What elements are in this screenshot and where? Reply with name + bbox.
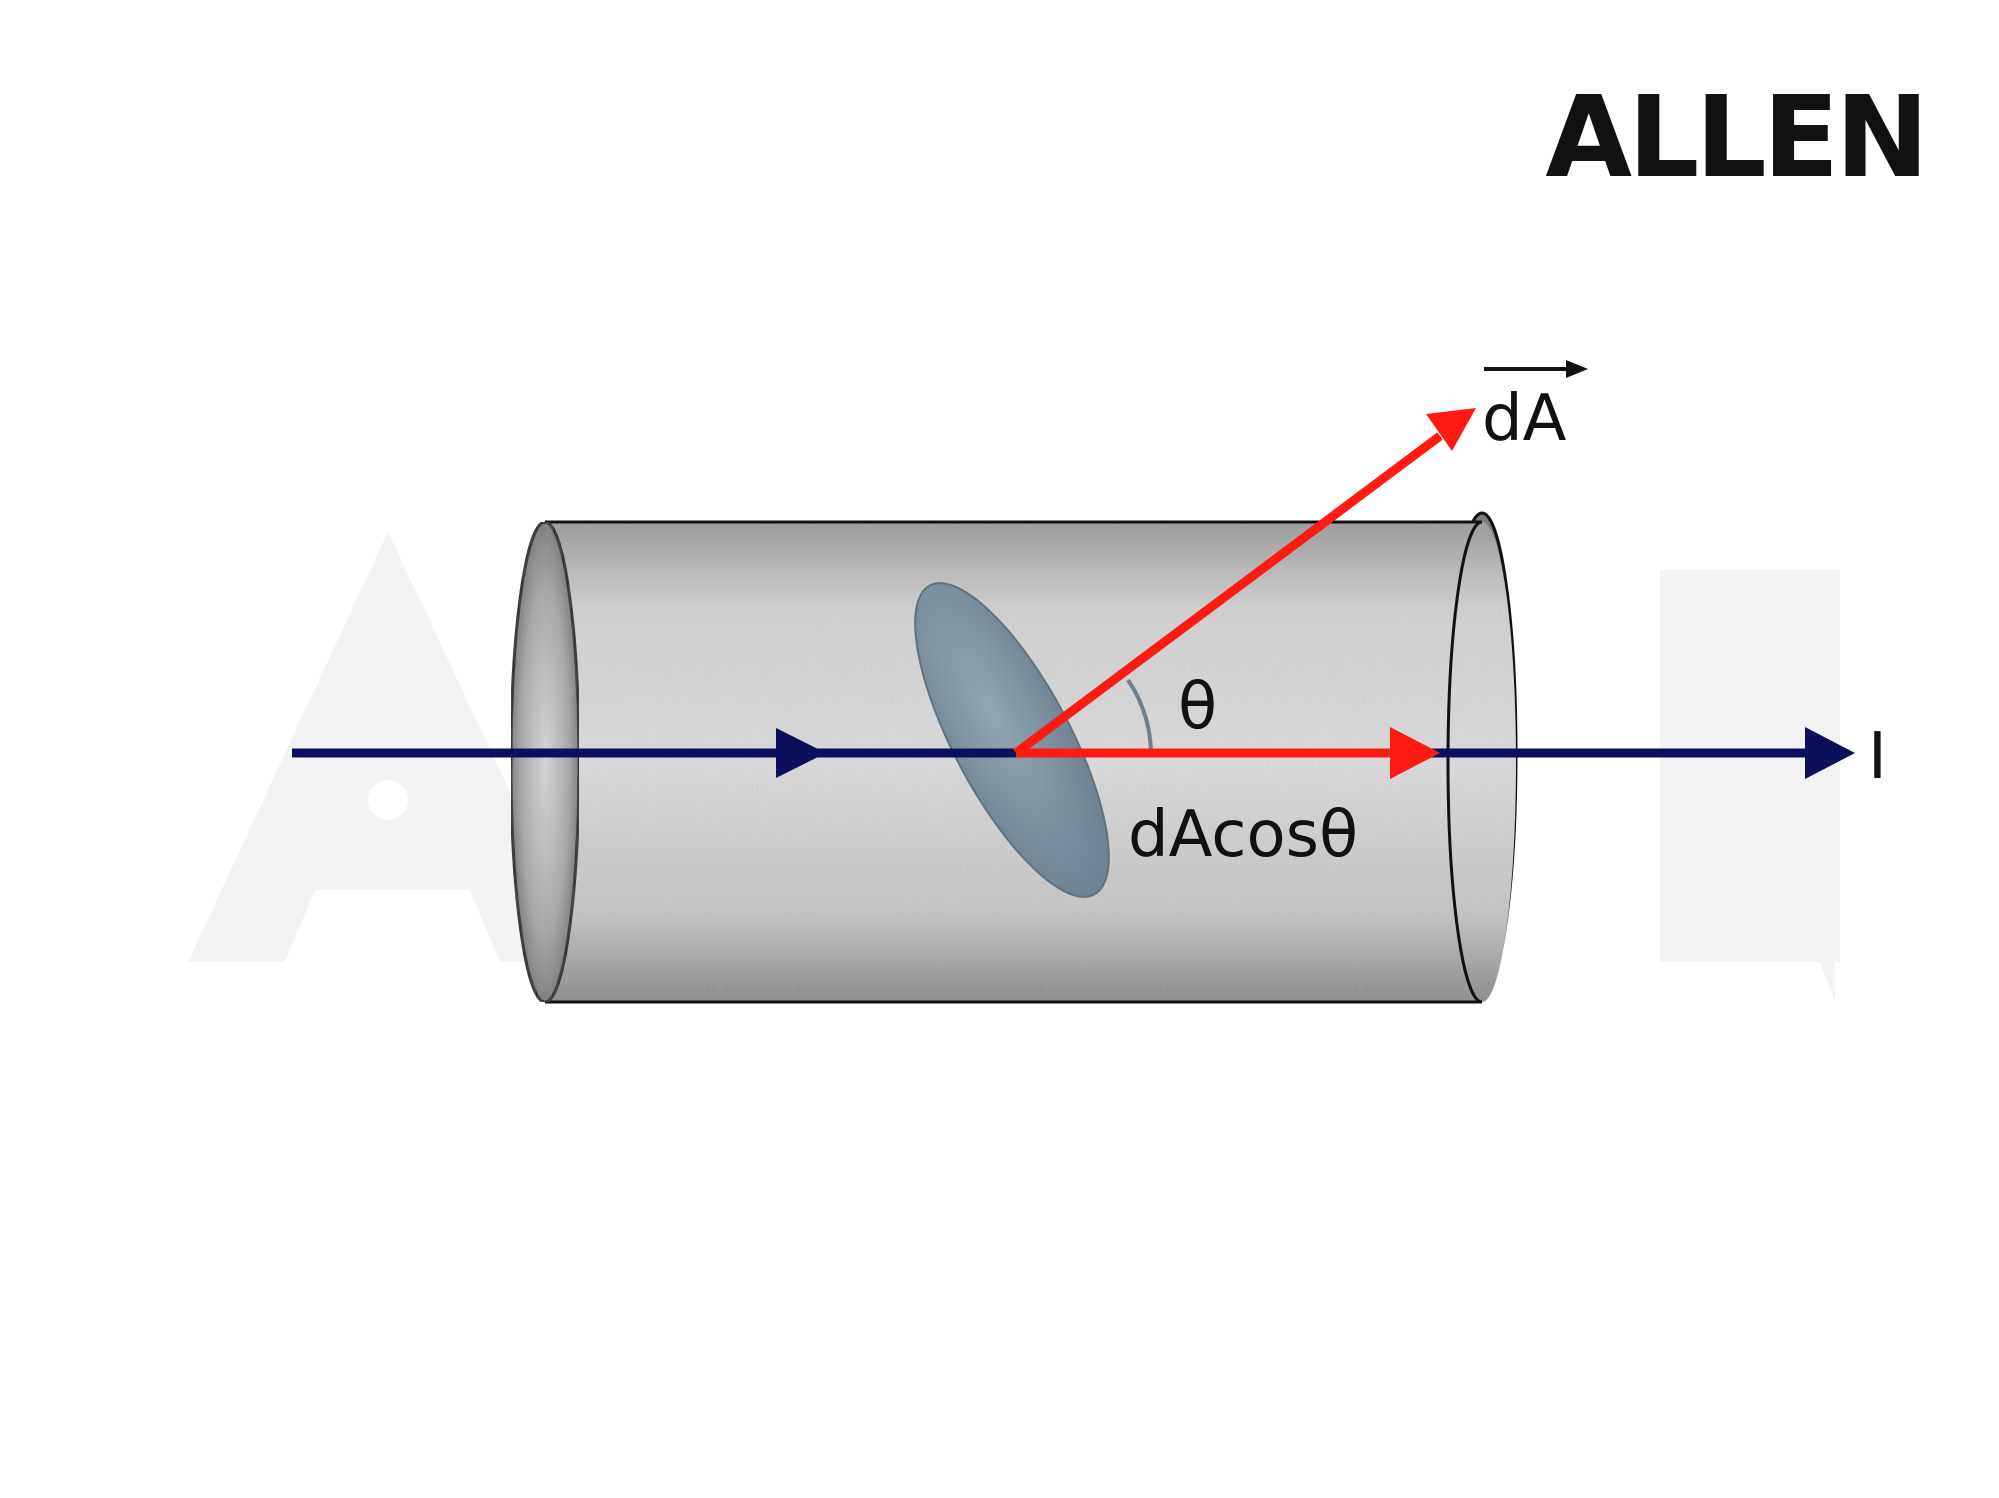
current-arrowhead-end (1805, 727, 1855, 779)
angle-label: θ (1178, 670, 1217, 744)
projection-label: dAcosθ (1128, 798, 1358, 872)
watermark-letter-a (188, 532, 590, 962)
current-arrowhead-mid (776, 728, 826, 778)
watermark-letter-n-diag (1660, 570, 1835, 1000)
angle-arc (1126, 678, 1153, 754)
area-vector-shaft (1013, 432, 1443, 757)
area-vectors (1013, 408, 1476, 779)
area-vector-label: dA (1482, 382, 1567, 456)
vector-bar-arrowhead (1566, 360, 1588, 378)
area-vector-arrowhead (1426, 408, 1476, 451)
current-label: I (1868, 720, 1887, 794)
cylinder-right-end-front (1446, 520, 1483, 1004)
allen-logo: ALLEN (1545, 73, 1925, 203)
projection-vector-arrowhead (1390, 727, 1440, 779)
cylinder-left-end (509, 520, 581, 1004)
watermark-hole (368, 780, 408, 820)
